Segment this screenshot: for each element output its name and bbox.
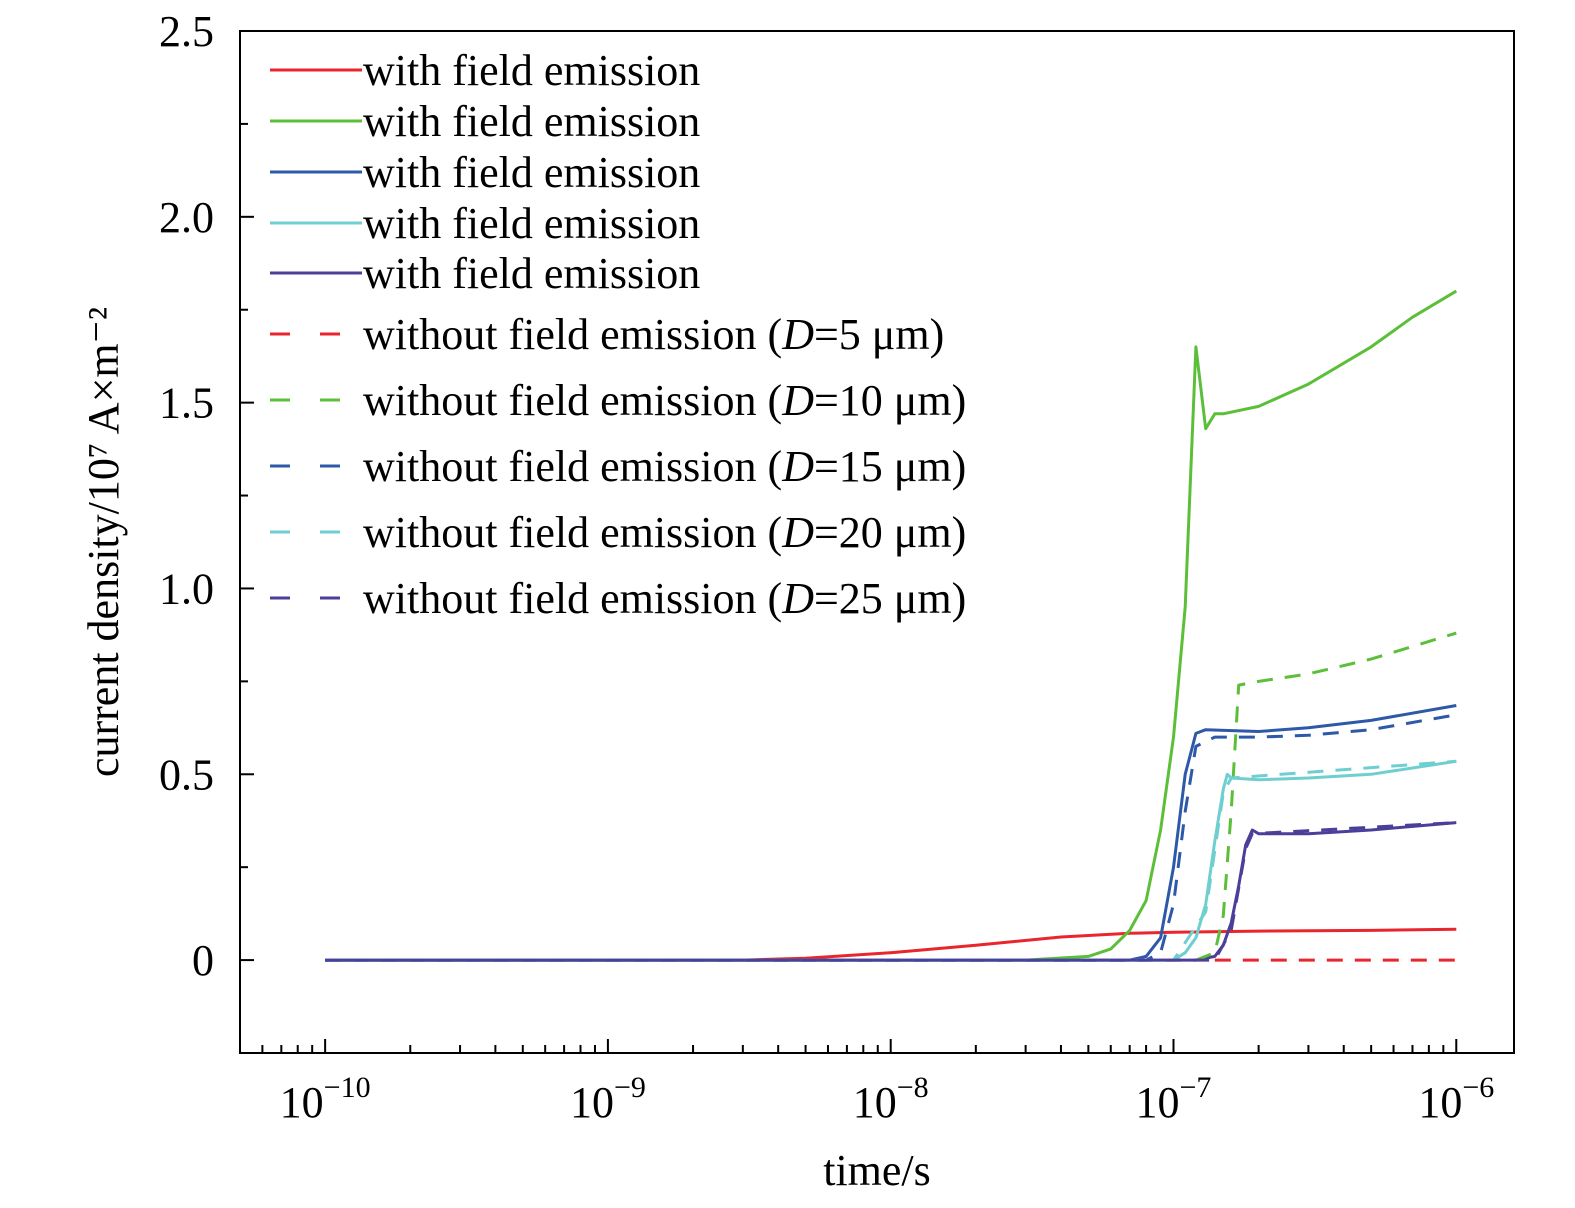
legend-label-5: with field emission [363,249,700,298]
legend-label-7: without field emission (D=10 μm) [363,376,966,425]
series-line-7 [1195,631,1457,962]
y-tick-label: 2.5 [159,7,214,56]
y-tick-label: 0.5 [159,750,214,799]
legend-label-10: without field emission (D=25 μm) [363,574,966,623]
series-line-4 [325,759,1457,962]
series-line-5 [325,821,1457,962]
series-line-2 [325,289,1458,962]
x-axis-ticks: 10−10 10−9 10−8 10−7 10−6 [261,1039,1494,1127]
x-tick-label: 10−8 [853,1071,929,1127]
x-tick-label: 10−6 [1418,1071,1494,1127]
x-axis-label: time/s [823,1146,931,1195]
series-line-3 [325,704,1457,962]
legend-label-9: without field emission (D=20 μm) [363,508,966,557]
x-tick-label: 10−10 [280,1071,371,1127]
legend-label-1: with field emission [363,46,700,95]
legend-label-3: with field emission [363,148,700,197]
legend-label-4: with field emission [363,199,700,248]
x-tick-label: 10−7 [1136,1071,1212,1127]
series-line-8 [325,713,1457,962]
series-layer [325,289,1458,962]
x-tick-label: 10−9 [570,1071,646,1127]
legend-label-8: without field emission (D=15 μm) [363,442,966,491]
legend-label-2: with field emission [363,97,700,146]
y-tick-label: 1.0 [159,564,214,613]
series-line-1 [325,927,1457,962]
series-line-10 [325,821,1457,962]
legend-label-6: without field emission (D=5 μm) [363,310,944,359]
y-axis-label: current density/10⁷ A×m⁻² [79,307,128,777]
y-tick-label: 1.5 [159,379,214,428]
y-tick-label: 0 [192,936,214,985]
y-tick-label: 2.0 [159,193,214,242]
y-axis-ticks: 0 0.5 1.0 1.5 2.0 2.5 [159,7,254,985]
